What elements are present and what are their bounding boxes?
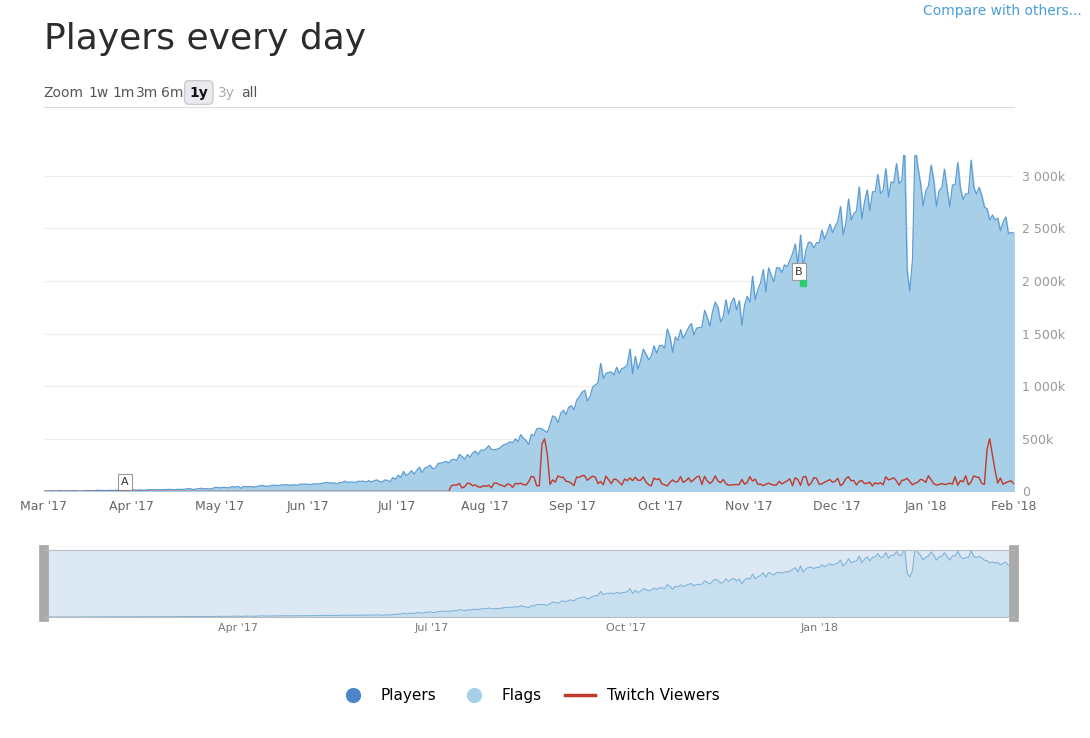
Text: 1w: 1w (88, 86, 109, 100)
Text: Players every day: Players every day (44, 22, 366, 56)
Text: 1m: 1m (112, 86, 134, 100)
Legend: Players, Flags, Twitch Viewers: Players, Flags, Twitch Viewers (331, 682, 726, 709)
Text: 6m: 6m (161, 86, 184, 100)
Text: B: B (796, 266, 803, 277)
Text: 3m: 3m (136, 86, 158, 100)
Text: Zoom: Zoom (44, 86, 84, 100)
Text: 3y: 3y (218, 86, 234, 100)
Text: 1y: 1y (190, 86, 208, 100)
Text: Compare with others...: Compare with others... (923, 4, 1081, 18)
Text: A: A (121, 477, 129, 487)
Text: all: all (241, 86, 257, 100)
